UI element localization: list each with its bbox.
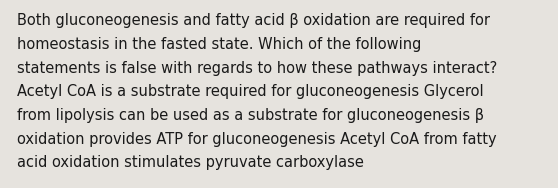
Text: oxidation provides ATP for gluconeogenesis Acetyl CoA from fatty: oxidation provides ATP for gluconeogenes… [17,132,497,147]
Text: Acetyl CoA is a substrate required for gluconeogenesis Glycerol: Acetyl CoA is a substrate required for g… [17,84,483,99]
Text: acid oxidation stimulates pyruvate carboxylase: acid oxidation stimulates pyruvate carbo… [17,155,364,170]
Text: from lipolysis can be used as a substrate for gluconeogenesis β: from lipolysis can be used as a substrat… [17,108,484,123]
Text: statements is false with regards to how these pathways interact?: statements is false with regards to how … [17,61,497,76]
Text: Both gluconeogenesis and fatty acid β oxidation are required for: Both gluconeogenesis and fatty acid β ox… [17,13,490,28]
Text: homeostasis in the fasted state. Which of the following: homeostasis in the fasted state. Which o… [17,37,421,52]
